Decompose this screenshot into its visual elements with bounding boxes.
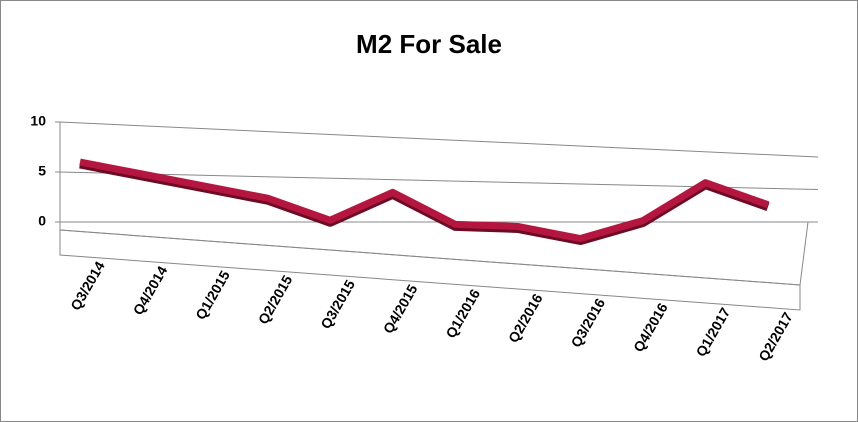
grid-line	[59, 171, 819, 190]
line	[79, 158, 770, 243]
chart-title: M2 For Sale	[356, 29, 502, 59]
grid-line	[59, 121, 819, 158]
y-tick-label: 10	[30, 113, 46, 129]
y-tick-label: 0	[38, 213, 46, 229]
floor-edge	[59, 229, 801, 311]
y-tick-label: 5	[38, 163, 46, 179]
